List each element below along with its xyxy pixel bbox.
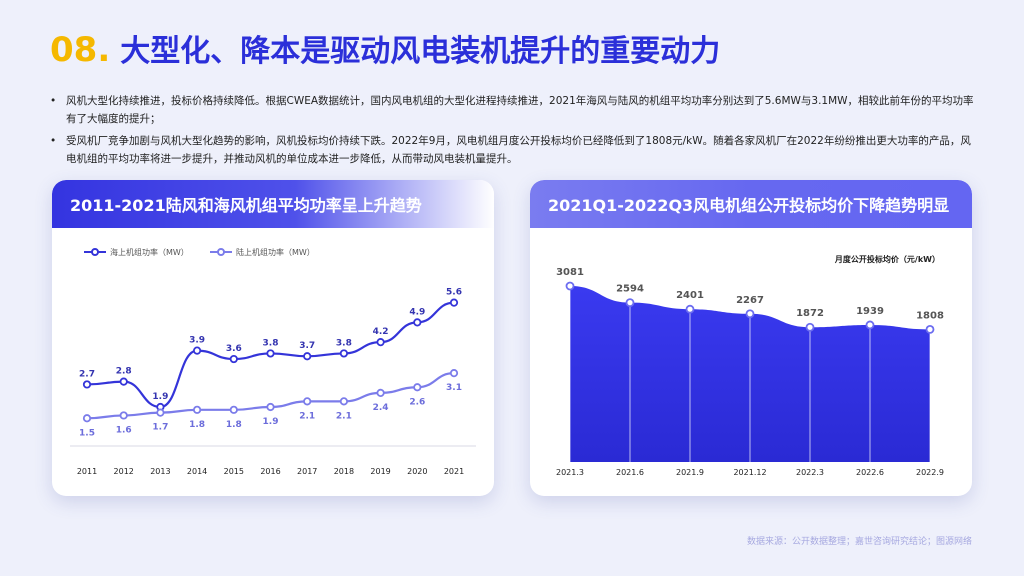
- data-point: [376, 388, 385, 397]
- x-tick-label: 2019: [370, 467, 390, 476]
- legend-label: 陆上机组功率（MW）: [236, 247, 315, 257]
- data-label: 3.1: [446, 383, 462, 393]
- x-tick-label: 2017: [297, 467, 317, 476]
- data-point: [745, 309, 755, 319]
- x-tick-label: 2013: [150, 467, 170, 476]
- data-point: [805, 322, 815, 332]
- legend-marker: [217, 248, 225, 256]
- data-point: [413, 383, 422, 392]
- x-tick-label: 2015: [224, 467, 244, 476]
- data-label: 1.7: [152, 423, 168, 433]
- x-tick-label: 2012: [114, 467, 134, 476]
- data-label: 3081: [556, 267, 584, 278]
- price-trend-card: 2021Q1-2022Q3风电机组公开投标均价下降趋势明显 月度公开投标均价（元…: [530, 180, 972, 496]
- data-label: 2.8: [116, 367, 132, 377]
- data-point: [82, 380, 92, 389]
- section-number: 08.: [50, 30, 111, 70]
- power-trend-card: 2011-2021陆风和海风机组平均功率呈上升趋势 海上机组功率（MW） 陆上机组…: [52, 180, 494, 496]
- data-label: 2267: [736, 295, 764, 306]
- data-label: 1.9: [152, 392, 168, 402]
- data-point: [449, 369, 459, 378]
- x-tick-label: 2022.9: [916, 468, 944, 477]
- price-area-chart: 月度公开投标均价（元/kW） 3081 2594 2401 2267 1872 1939 18…: [556, 254, 944, 477]
- data-label: 1.9: [263, 417, 279, 427]
- data-point: [925, 325, 935, 334]
- power-chart-title: 2011-2021陆风和海风机组平均功率呈上升趋势: [52, 180, 494, 228]
- x-tick-label: 2016: [260, 467, 280, 476]
- x-tick-label: 2020: [407, 467, 427, 476]
- data-point: [413, 318, 422, 327]
- data-label: 2.7: [79, 369, 95, 379]
- data-label: 1.8: [189, 420, 205, 430]
- section-title: 大型化、降本是驱动风电装机提升的重要动力: [120, 34, 721, 69]
- data-point: [156, 408, 165, 417]
- data-label: 3.8: [263, 338, 279, 348]
- data-point: [303, 352, 312, 361]
- x-tick-label: 2021.3: [556, 468, 584, 477]
- data-point: [229, 405, 238, 414]
- legend-label: 海上机组功率（MW）: [110, 247, 189, 257]
- x-tick-label: 2022.3: [796, 468, 824, 477]
- x-tick-label: 2021.6: [616, 468, 644, 477]
- bullet-item: 受风机厂竞争加剧与风机大型化趋势的影响，风机投标均价持续下跌。2022年9月，风…: [50, 132, 980, 168]
- data-point: [193, 405, 202, 414]
- data-label: 2401: [676, 290, 704, 301]
- page-title: 08. 大型化、降本是驱动风电装机提升的重要动力: [50, 26, 720, 70]
- data-point: [303, 397, 312, 406]
- data-label: 1.5: [79, 428, 95, 438]
- data-point: [376, 338, 385, 347]
- data-point: [119, 377, 128, 386]
- data-source-note: 数据来源：公开数据整理；嘉世咨询研究结论；图源网络: [746, 537, 972, 547]
- power-line-chart: 海上机组功率（MW） 陆上机组功率（MW） 2011 2012 2013 2014 2015…: [70, 247, 476, 476]
- x-tick-label: 2011: [77, 467, 97, 476]
- data-point: [119, 411, 128, 420]
- data-label: 2.6: [409, 397, 425, 407]
- x-tick-label: 2014: [187, 467, 207, 476]
- data-label: 3.6: [226, 344, 242, 354]
- data-label: 4.2: [373, 327, 389, 337]
- bullet-item: 风机大型化持续推进，投标价格持续降低。根据CWEA数据统计，国内风电机组的大型化…: [50, 92, 980, 128]
- data-point: [865, 320, 875, 330]
- data-label: 3.9: [189, 336, 205, 346]
- data-label: 2594: [616, 284, 644, 295]
- data-label: 1939: [856, 306, 884, 317]
- x-tick-label: 2022.6: [856, 468, 884, 477]
- legend-marker: [91, 248, 99, 256]
- data-label: 2.1: [299, 411, 315, 421]
- bullet-list: 风机大型化持续推进，投标价格持续降低。根据CWEA数据统计，国内风电机组的大型化…: [50, 92, 980, 172]
- data-point: [82, 414, 92, 423]
- data-label: 1.8: [226, 420, 242, 430]
- data-label: 1808: [916, 310, 944, 321]
- data-label: 5.6: [446, 288, 462, 298]
- data-label: 1872: [796, 308, 824, 319]
- data-point: [193, 346, 202, 355]
- x-tick-label: 2018: [334, 467, 354, 476]
- data-point: [625, 298, 635, 308]
- data-label: 2.4: [373, 403, 389, 413]
- data-point: [565, 281, 575, 291]
- data-point: [229, 354, 238, 364]
- data-label: 2.1: [336, 411, 352, 421]
- data-label: 3.8: [336, 338, 352, 348]
- data-point: [339, 349, 348, 358]
- data-point: [339, 397, 348, 406]
- data-point: [266, 349, 275, 358]
- data-point: [685, 304, 695, 314]
- data-point: [449, 298, 459, 307]
- x-tick-label: 2021.12: [733, 468, 766, 477]
- data-label: 1.6: [116, 425, 132, 435]
- price-chart-title: 2021Q1-2022Q3风电机组公开投标均价下降趋势明显: [530, 180, 972, 228]
- x-tick-label: 2021: [444, 467, 464, 476]
- series-label: 月度公开投标均价（元/kW）: [834, 254, 940, 264]
- data-label: 4.9: [409, 307, 425, 317]
- x-tick-label: 2021.9: [676, 468, 704, 477]
- data-label: 3.7: [299, 341, 315, 351]
- data-point: [266, 402, 275, 412]
